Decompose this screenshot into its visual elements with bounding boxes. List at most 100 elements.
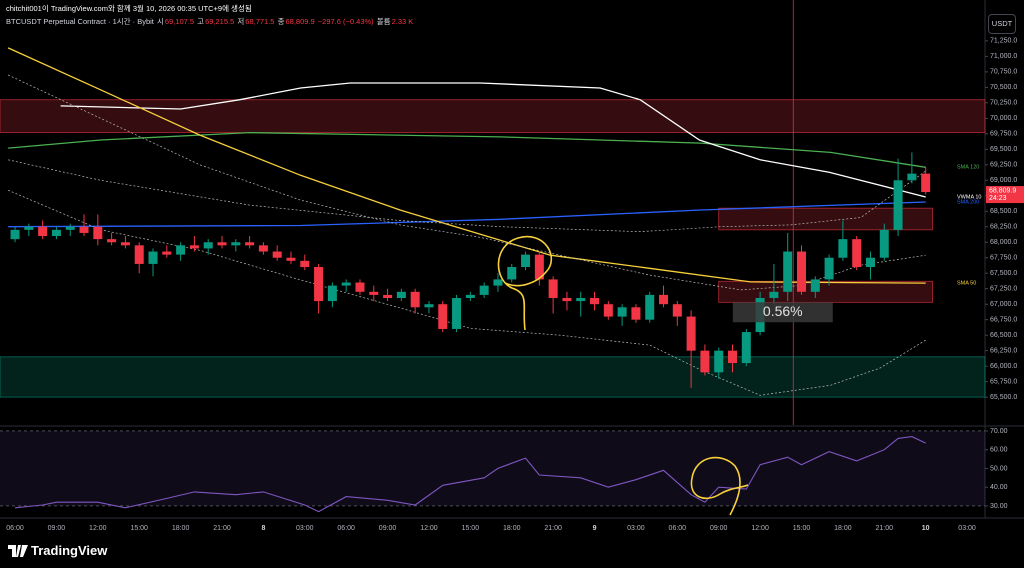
x-tick-label: 06:00 — [337, 525, 355, 532]
last-price-box — [986, 186, 1024, 204]
candle-body — [921, 173, 931, 193]
candle-body — [65, 226, 75, 230]
candle-body — [396, 291, 406, 298]
indicator-label: SMA 200 — [957, 199, 979, 205]
currency-button[interactable]: USDT — [988, 14, 1016, 34]
x-tick-label: 10 — [922, 525, 930, 532]
candle-body — [438, 304, 448, 329]
candle-body — [300, 260, 310, 268]
candle-body — [383, 294, 393, 298]
ohlc-label: 고 — [197, 17, 205, 26]
candle-body — [465, 294, 475, 298]
candle-body — [134, 245, 144, 264]
candle-body — [700, 350, 710, 373]
brand: TradingView — [8, 543, 107, 558]
x-tick-label: 15:00 — [793, 525, 811, 532]
candle-body — [907, 173, 917, 181]
indicator-label: SMA 50 — [957, 281, 976, 287]
candle-body — [341, 282, 351, 286]
rsi-line — [14, 436, 926, 513]
ohlc-label: 저 — [237, 17, 245, 26]
ohlc-label: 종 — [277, 17, 285, 26]
y-tick-label: 69,250.0 — [990, 162, 1017, 169]
x-tick-label: 03:00 — [296, 525, 314, 532]
y-tick-label: 67,750.0 — [990, 255, 1017, 262]
hand-drawn-circle — [690, 456, 749, 516]
hand-drawn-circle — [497, 235, 553, 331]
candle-body — [479, 285, 489, 295]
y-tick-label: 69,500.0 — [990, 146, 1017, 153]
candle-body — [893, 180, 903, 230]
ohlc-value: 68,771.5 — [245, 17, 275, 26]
x-tick-label: 03:00 — [627, 525, 645, 532]
candle-body — [10, 229, 20, 240]
candle-body — [796, 251, 806, 292]
y-tick-label: 69,000.0 — [990, 177, 1017, 184]
candle-body — [245, 242, 255, 246]
candle-body — [879, 229, 889, 258]
y-tick-label: 67,500.0 — [990, 270, 1017, 277]
ohlc-value: 68,809.9 — [285, 17, 315, 26]
y-tick-label: 68,000.0 — [990, 239, 1017, 246]
candle-body — [217, 242, 227, 246]
annotation-text: 0.56% — [763, 303, 803, 319]
legend-line: BTCUSDT Perpetual Contract · 1시간 · Bybit… — [6, 16, 414, 27]
candle-body — [534, 254, 544, 280]
candle-body — [548, 279, 558, 298]
ohlc-value: 69,107.5 — [164, 17, 195, 26]
candle-body — [410, 291, 420, 308]
candle-body — [741, 332, 751, 364]
candle-body — [176, 245, 186, 255]
zone — [718, 280, 933, 303]
candle-body — [369, 291, 379, 295]
volume: 2.33 K — [391, 17, 414, 26]
candle-body — [24, 226, 34, 230]
y-tick-label: 30.00 — [990, 503, 1008, 510]
x-tick-label: 12:00 — [420, 525, 438, 532]
candle-body — [258, 245, 268, 252]
x-tick-label: 12:00 — [751, 525, 769, 532]
y-tick-label: 69,750.0 — [990, 131, 1017, 138]
author-line: chitchit001이 TradingView.com와 함께 3월 10, … — [6, 4, 252, 13]
brand-logo — [8, 544, 28, 557]
y-tick-label: 66,250.0 — [990, 347, 1017, 354]
candle-body — [286, 257, 296, 261]
ohlc-label: 시 — [156, 17, 164, 26]
indicator-label: VWMA 10 — [957, 194, 981, 200]
y-tick-label: 71,250.0 — [990, 38, 1017, 45]
indicator-line — [7, 47, 926, 284]
y-tick-label: 68,500.0 — [990, 208, 1017, 215]
candle-body — [107, 239, 117, 243]
x-tick-label: 15:00 — [462, 525, 480, 532]
candle-body — [203, 242, 213, 249]
y-tick-label: 68,250.0 — [990, 224, 1017, 231]
candle-body — [521, 254, 531, 268]
candle-body — [631, 307, 641, 320]
band-line — [7, 189, 926, 396]
y-tick-label: 66,500.0 — [990, 332, 1017, 339]
x-tick-label: 18:00 — [172, 525, 190, 532]
candle-body — [672, 304, 682, 317]
x-tick-label: 03:00 — [958, 525, 976, 532]
candle-body — [590, 297, 600, 305]
candle-body — [272, 251, 282, 258]
y-tick-label: 66,750.0 — [990, 317, 1017, 324]
y-tick-label: 65,750.0 — [990, 378, 1017, 385]
candle-body — [659, 294, 669, 305]
candle-body — [507, 267, 517, 280]
y-tick-label: 70.00 — [990, 428, 1008, 435]
brand-name: TradingView — [31, 543, 108, 558]
indicator-line — [60, 82, 926, 198]
candle-body — [493, 279, 503, 286]
y-tick-label: 70,500.0 — [990, 84, 1017, 91]
candle-body — [162, 251, 172, 255]
candle-body — [93, 226, 103, 240]
y-tick-label: 40.00 — [990, 484, 1008, 491]
y-tick-label: 70,000.0 — [990, 115, 1017, 122]
candle-body — [783, 251, 793, 292]
ohlc-value: 69,215.5 — [205, 17, 235, 26]
x-tick-label: 06:00 — [6, 525, 24, 532]
